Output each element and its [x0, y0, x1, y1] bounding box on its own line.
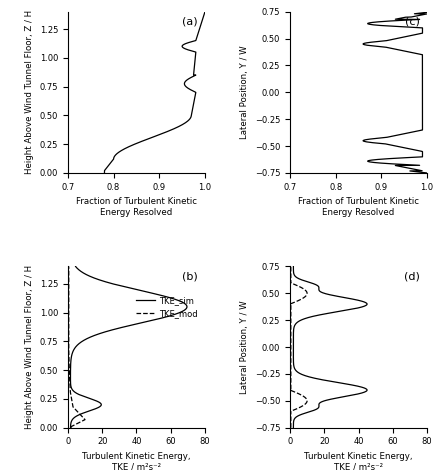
TKE_mod	[66, 264, 71, 269]
X-axis label: Fraction of Turbulent Kinetic
Energy Resolved: Fraction of Turbulent Kinetic Energy Res…	[76, 197, 197, 217]
Text: (b): (b)	[182, 271, 198, 282]
TKE_mod	[69, 425, 74, 431]
TKE_sim	[71, 415, 77, 421]
Y-axis label: Lateral Position, Y / W: Lateral Position, Y / W	[240, 46, 249, 139]
TKE_mod	[66, 327, 71, 333]
TKE_sim	[73, 264, 78, 269]
TKE_mod	[66, 286, 71, 292]
TKE_mod	[81, 415, 86, 421]
Text: (d): (d)	[404, 271, 420, 282]
X-axis label: Fraction of Turbulent Kinetic
Energy Resolved: Fraction of Turbulent Kinetic Energy Res…	[298, 197, 419, 217]
Text: (c): (c)	[405, 16, 420, 27]
TKE_mod	[66, 303, 71, 308]
Y-axis label: Height Above Wind Tunnel Floor, Z / H: Height Above Wind Tunnel Floor, Z / H	[25, 265, 34, 429]
TKE_sim	[95, 331, 101, 337]
TKE_sim	[129, 322, 134, 328]
TKE_mod	[66, 322, 71, 328]
Line: TKE_mod: TKE_mod	[69, 266, 85, 428]
Y-axis label: Height Above Wind Tunnel Floor, Z / H: Height Above Wind Tunnel Floor, Z / H	[25, 10, 34, 174]
X-axis label: Turbulent Kinetic Energy,
TKE / m²s⁻²: Turbulent Kinetic Energy, TKE / m²s⁻²	[304, 452, 413, 470]
TKE_sim	[68, 425, 73, 431]
TKE_sim	[184, 303, 189, 308]
TKE_mod	[66, 331, 71, 337]
Y-axis label: Lateral Position, Y / W: Lateral Position, Y / W	[240, 300, 249, 394]
Line: TKE_sim: TKE_sim	[71, 266, 187, 428]
Text: (a): (a)	[183, 16, 198, 27]
TKE_sim	[110, 327, 115, 333]
Legend: TKE_sim, TKE_mod: TKE_sim, TKE_mod	[133, 292, 201, 321]
TKE_sim	[131, 286, 136, 292]
X-axis label: Turbulent Kinetic Energy,
TKE / m²s⁻²: Turbulent Kinetic Energy, TKE / m²s⁻²	[82, 452, 191, 470]
